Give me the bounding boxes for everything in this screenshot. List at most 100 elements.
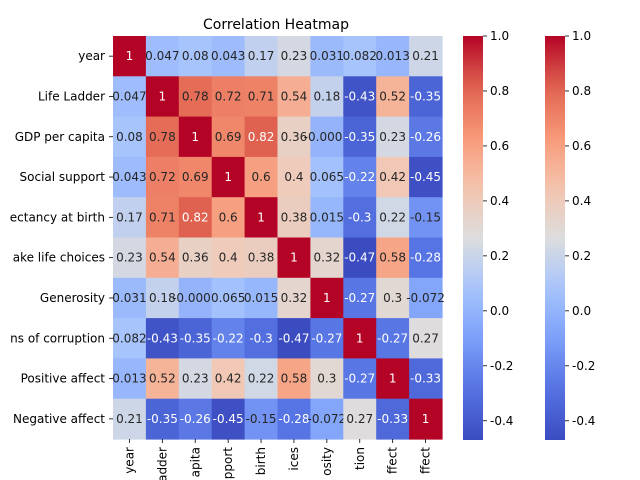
heatmap-cell [145,197,180,239]
cell-value-label: 0.42 [379,170,406,184]
x-tick-label: ices [287,447,301,471]
heatmap-cell [145,156,180,198]
cell-value-label: 0.23 [379,130,406,144]
cell-value-label: 0.4 [284,170,303,184]
cell-value-label: -0.3 [249,331,272,345]
cell-value-label: 1 [290,251,298,265]
heatmap-cell [277,116,311,158]
colorbar-tick-label: 0.0 [572,304,591,318]
heatmap-cell [343,358,377,400]
heatmap-cell [277,398,311,440]
cell-value-label: 0.065 [310,170,344,184]
cell-value-label: 0.08 [116,130,143,144]
heatmap-cell [113,277,147,319]
heatmap-cell [211,76,246,118]
heatmap-cell [113,237,147,279]
heatmap-cell [145,358,180,400]
heatmap-cell [409,358,443,400]
heatmap-cell [178,116,213,158]
heatmap-cell [310,237,344,279]
heatmap-cell [409,277,443,319]
cell-value-label: -0.33 [377,412,408,426]
colorbar-tick-label: 0.2 [490,249,509,263]
heatmap-cell [244,116,279,158]
heatmap-cell [113,197,147,239]
cell-value-label: 0.6 [252,170,271,184]
heatmap-cell [409,76,443,118]
cell-value-label: -0.27 [311,331,342,345]
colorbar-tick-label: 1.0 [490,29,509,43]
cell-value-label: 1 [389,372,397,386]
y-tick-label: Social support [20,170,106,184]
heatmap-cell [277,237,311,279]
cell-value-label: 0.82 [248,130,275,144]
cell-value-label: 0.69 [182,170,209,184]
cell-value-label: 0.3 [317,372,336,386]
heatmap-cell [211,116,246,158]
heatmap-cell [409,116,443,158]
heatmap-cell [145,237,180,279]
heatmap-cell [343,237,377,279]
heatmap-cell [310,197,344,239]
cell-value-label: -0.26 [180,412,211,426]
cell-value-label: 1 [224,170,232,184]
cell-value-label: -0.27 [344,372,375,386]
heatmap-cell [211,36,246,77]
cell-value-label: 0.22 [379,210,406,224]
cell-value-label: -0.35 [344,130,375,144]
cell-value-label: 0.23 [182,372,209,386]
cell-value-label: 0.3 [383,291,402,305]
heatmap-cell [211,277,246,319]
cell-value-label: 0.58 [281,372,308,386]
colorbar-tick-label: 1.0 [572,29,591,43]
colorbar-tick-label: 0.8 [490,84,509,98]
cell-value-label: 0.78 [182,89,209,103]
y-tick-label: Generosity [40,291,105,305]
column-labels: year adder apita pport birth ices osity tion ffe… [122,439,433,480]
cell-value-label: 0.72 [215,89,242,103]
cell-value-label: -0.43 [147,331,178,345]
x-tick-label: year [122,447,136,474]
colorbars: 1.0 0.8 0.6 0.4 0.2 0.0 -0.2 -0.4 1.0 0.8 0.6 0.4 0.… [463,29,595,440]
heatmap-cell [376,398,410,440]
cell-value-label: -0.072 [406,291,445,305]
heatmap-cell [244,76,279,118]
cell-value-label: 0.27 [346,412,373,426]
cell-value-label: 0.22 [248,372,275,386]
heatmap-cell [244,156,279,198]
heatmap-cell [376,318,410,359]
heatmap-cell [145,36,180,77]
colorbar-tick-label: -0.2 [490,359,513,373]
cell-value-label: -0.33 [410,372,441,386]
cell-value-label: -0.35 [147,412,178,426]
heatmap-cell [409,237,443,279]
heatmap-cell [277,277,311,319]
heatmap-cell [343,116,377,158]
x-tick-label: apita [188,447,202,477]
cell-value-label: 0.015 [310,210,344,224]
colorbar [545,36,565,440]
x-tick-label: ffect [419,447,433,474]
cell-value-label: 0.013 [375,49,409,63]
cell-value-label: 0.047 [145,49,179,63]
cell-value-label: -0.22 [213,331,244,345]
cell-value-label: 0.72 [149,170,176,184]
heatmap-cell [211,156,246,198]
heatmap-cell [310,358,344,400]
cell-value-label: 0.18 [313,89,340,103]
x-tick-label: osity [320,447,334,476]
cell-value-label: -0.28 [410,251,441,265]
cell-value-label: 0.21 [412,49,439,63]
heatmap-cell [178,318,213,359]
cell-value-label: 1 [257,210,265,224]
heatmap-cell [409,398,443,440]
cell-value-label: 0.52 [149,372,176,386]
heatmap-cell [113,398,147,440]
cell-value-label: 0.23 [281,49,308,63]
heatmap-cell [211,237,246,279]
heatmap-cell [343,318,377,359]
heatmap-cell [145,398,180,440]
cell-value-label: 0.36 [182,251,209,265]
heatmap-cell [310,76,344,118]
